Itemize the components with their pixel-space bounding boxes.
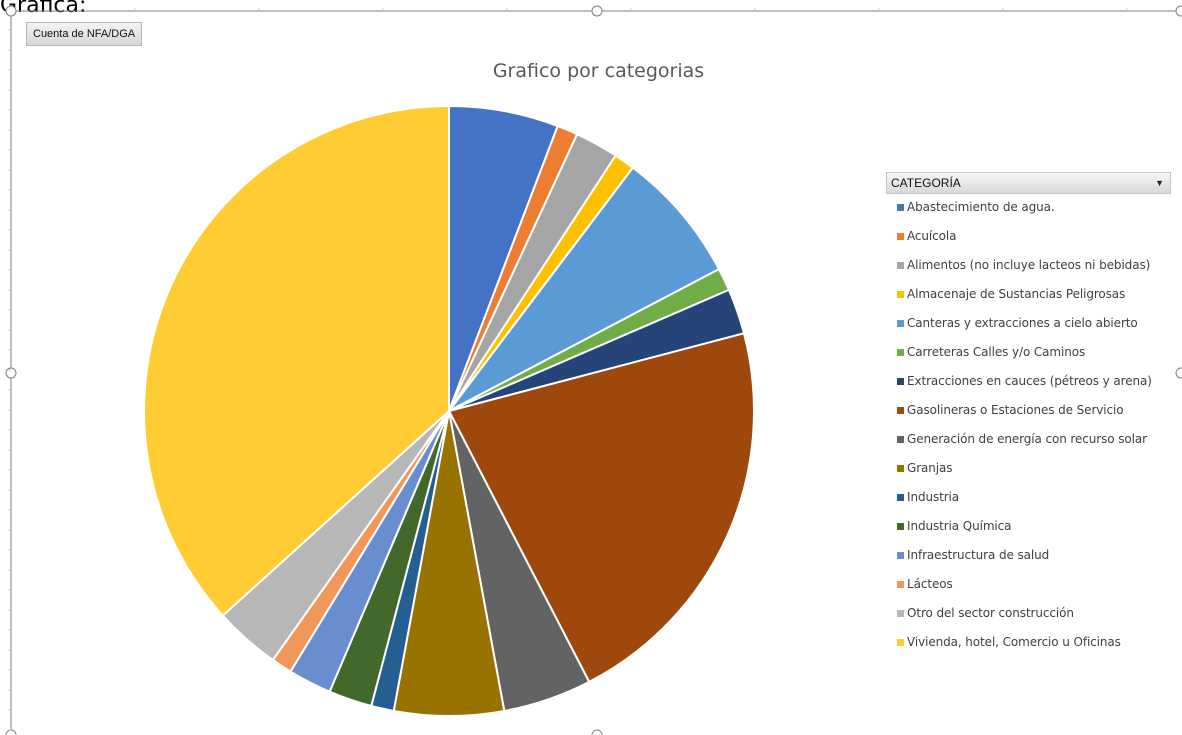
chart-title: Grafico por categorias bbox=[492, 60, 705, 82]
legend-item[interactable]: Otro del sector construcción bbox=[886, 600, 1171, 629]
legend-swatch bbox=[897, 523, 904, 530]
legend-item[interactable]: Carreteras Calles y/o Caminos bbox=[886, 339, 1171, 368]
legend-swatch bbox=[897, 407, 904, 414]
legend-item[interactable]: Almacenaje de Sustancias Peligrosas bbox=[886, 281, 1171, 310]
row-gridline-ticks bbox=[8, 29, 11, 731]
legend-swatch bbox=[897, 262, 904, 269]
legend-field-label: CATEGORÍA bbox=[891, 176, 961, 190]
legend-swatch bbox=[897, 378, 904, 385]
column-gridline-ticks bbox=[134, 8, 1128, 11]
legend-label: Abastecimiento de agua. bbox=[907, 200, 1055, 214]
legend-item[interactable]: Gasolineras o Estaciones de Servicio bbox=[886, 397, 1171, 426]
legend-swatch bbox=[897, 494, 904, 501]
legend-list: Abastecimiento de agua. Acuícola Alimentos… bbox=[886, 194, 1171, 658]
legend-label: Alimentos (no incluye lacteos ni bebidas… bbox=[907, 258, 1151, 272]
legend-label: Otro del sector construcción bbox=[907, 606, 1074, 620]
legend-label: Canteras y extracciones a cielo abierto bbox=[907, 316, 1138, 330]
legend-item[interactable]: Lácteos bbox=[886, 571, 1171, 600]
legend-label: Extracciones en cauces (pétreos y arena) bbox=[907, 374, 1152, 388]
legend-swatch bbox=[897, 204, 904, 211]
legend-label: Carreteras Calles y/o Caminos bbox=[907, 345, 1086, 359]
legend-label: Industria bbox=[907, 490, 960, 504]
legend-label: Industria Química bbox=[907, 519, 1012, 533]
legend-label: Infraestructura de salud bbox=[907, 548, 1050, 562]
legend-item[interactable]: Generación de energía con recurso solar bbox=[886, 426, 1171, 455]
resize-handle-middle-right[interactable] bbox=[1175, 367, 1182, 379]
legend: CATEGORÍA ▼ Abastecimiento de agua. Acuíc… bbox=[886, 172, 1171, 658]
pie-slice-4[interactable] bbox=[448, 166, 720, 412]
legend-label: Granjas bbox=[907, 461, 953, 475]
resize-handle-top-left[interactable] bbox=[5, 5, 17, 17]
legend-item[interactable]: Alimentos (no incluye lacteos ni bebidas… bbox=[886, 252, 1171, 281]
legend-swatch bbox=[897, 465, 904, 472]
legend-item[interactable]: Industria Química bbox=[886, 513, 1171, 542]
legend-item[interactable]: Abastecimiento de agua. bbox=[886, 194, 1171, 223]
legend-item[interactable]: Acuícola bbox=[886, 223, 1171, 252]
pie-slices bbox=[143, 105, 755, 717]
legend-label: Vivienda, hotel, Comercio u Oficinas bbox=[907, 635, 1121, 649]
legend-item[interactable]: Canteras y extracciones a cielo abierto bbox=[886, 310, 1171, 339]
legend-swatch bbox=[897, 233, 904, 240]
legend-item[interactable]: Infraestructura de salud bbox=[886, 542, 1171, 571]
legend-swatch bbox=[897, 610, 904, 617]
legend-swatch bbox=[897, 581, 904, 588]
legend-swatch bbox=[897, 436, 904, 443]
legend-label: Almacenaje de Sustancias Peligrosas bbox=[907, 287, 1126, 301]
legend-label: Lácteos bbox=[907, 577, 953, 591]
pie-slice-7[interactable] bbox=[448, 332, 755, 683]
pivot-value-field-button[interactable]: Cuenta de NFA/DGA bbox=[26, 22, 143, 46]
dropdown-arrow-icon[interactable]: ▼ bbox=[1155, 178, 1164, 188]
legend-item[interactable]: Vivienda, hotel, Comercio u Oficinas bbox=[886, 629, 1171, 658]
legend-swatch bbox=[897, 552, 904, 559]
legend-label: Gasolineras o Estaciones de Servicio bbox=[907, 403, 1124, 417]
legend-swatch bbox=[897, 291, 904, 298]
legend-swatch bbox=[897, 639, 904, 646]
resize-handle-bottom-middle[interactable] bbox=[591, 729, 603, 735]
legend-field-header[interactable]: CATEGORÍA ▼ bbox=[886, 172, 1171, 194]
legend-label: Acuícola bbox=[907, 229, 957, 243]
legend-swatch bbox=[897, 320, 904, 327]
legend-item[interactable]: Extracciones en cauces (pétreos y arena) bbox=[886, 368, 1171, 397]
sheet-label: Grafica: bbox=[0, 0, 87, 18]
resize-handle-top-middle[interactable] bbox=[591, 5, 603, 17]
legend-item[interactable]: Industria bbox=[886, 484, 1171, 513]
legend-label: Generación de energía con recurso solar bbox=[907, 432, 1147, 446]
legend-item[interactable]: Granjas bbox=[886, 455, 1171, 484]
legend-swatch bbox=[897, 349, 904, 356]
resize-handle-top-right[interactable] bbox=[1175, 5, 1182, 17]
pie-slice-15[interactable] bbox=[143, 105, 450, 617]
